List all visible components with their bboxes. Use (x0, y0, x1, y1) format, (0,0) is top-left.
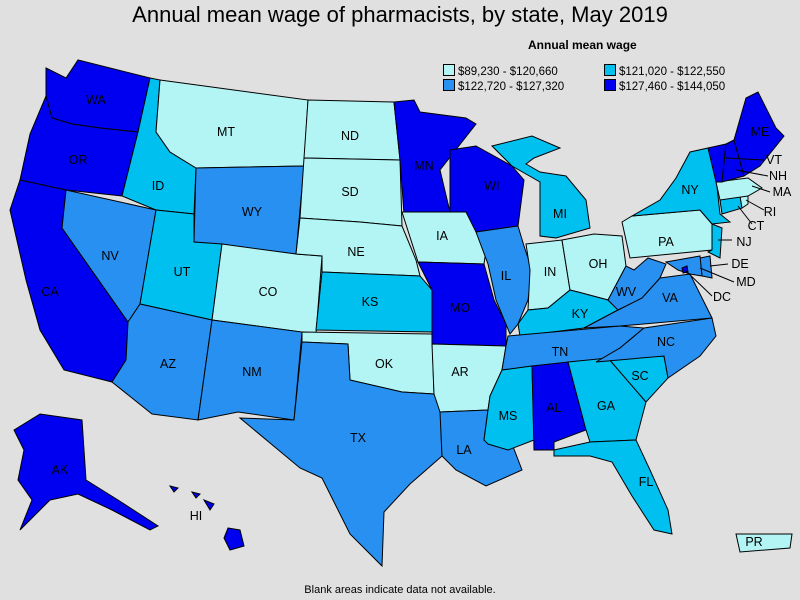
state-il[interactable] (475, 225, 533, 335)
leader-line-ri (745, 199, 765, 211)
legend-swatch (604, 64, 616, 76)
state-label-sd: SD (341, 185, 358, 199)
legend-title: Annual mean wage (528, 38, 637, 52)
state-label-tn: TN (552, 345, 569, 359)
state-label-il: IL (501, 269, 511, 283)
state-label-mi: MI (553, 207, 567, 221)
state-wv[interactable] (607, 257, 667, 311)
legend-item-bin-1: $121,020 - $122,550 (604, 64, 725, 78)
legend-swatch (604, 79, 616, 91)
state-label-ar: AR (451, 365, 468, 379)
state-label-ks: KS (362, 295, 379, 309)
state-label-ut: UT (174, 265, 191, 279)
state-label-oh: OH (589, 257, 608, 271)
state-mt[interactable] (155, 79, 309, 169)
leader-line-dc (684, 269, 713, 297)
state-label-or: OR (69, 153, 88, 167)
leader-line-de (709, 263, 729, 267)
state-fl[interactable] (553, 439, 673, 535)
state-pa[interactable] (621, 209, 713, 259)
state-label-ok: OK (375, 357, 394, 371)
state-md[interactable] (664, 255, 703, 277)
state-label-wv: WV (616, 285, 637, 299)
state-label-md: MD (736, 275, 755, 289)
state-label-az: AZ (160, 357, 176, 371)
state-mn[interactable] (393, 99, 477, 215)
leader-line-md (699, 267, 735, 283)
state-label-nm: NM (242, 365, 261, 379)
legend-label: $89,230 - $120,660 (458, 66, 558, 78)
state-co[interactable] (211, 243, 323, 335)
state-label-pa: PA (658, 235, 674, 249)
state-label-wi: WI (484, 179, 499, 193)
state-label-nv: NV (101, 249, 119, 263)
state-ma[interactable] (715, 177, 763, 201)
legend-label: $122,720 - $127,320 (458, 81, 565, 93)
state-label-ri: RI (764, 205, 777, 219)
state-label-mn: MN (414, 159, 433, 173)
state-ri[interactable] (739, 195, 749, 209)
state-nm[interactable] (197, 319, 303, 421)
legend-label: $127,460 - $144,050 (619, 81, 726, 93)
state-label-al: AL (546, 401, 561, 415)
state-label-nj: NJ (736, 235, 751, 249)
state-label-in: IN (544, 265, 557, 279)
footnote: Blank areas indicate data not available. (304, 584, 496, 596)
leader-line-vt (725, 157, 765, 161)
state-label-ca: CA (41, 285, 59, 299)
state-label-de: DE (731, 257, 748, 271)
state-label-nd: ND (341, 129, 359, 143)
map-title: Annual mean wage of pharmacists, by stat… (132, 2, 668, 27)
state-tx[interactable] (238, 341, 443, 568)
legend-item-bin-3: $127,460 - $144,050 (604, 79, 725, 93)
state-label-dc: DC (713, 290, 731, 304)
state-label-ma: MA (773, 185, 792, 199)
legend-item-bin-2: $122,720 - $127,320 (443, 79, 564, 93)
state-label-nc: NC (657, 335, 675, 349)
state-mi[interactable] (491, 135, 591, 239)
state-label-co: CO (259, 285, 278, 299)
legend-item-bin-0: $89,230 - $120,660 (443, 64, 558, 78)
legend-label: $121,020 - $122,550 (619, 66, 726, 78)
state-label-tx: TX (350, 431, 367, 445)
legend-swatch (443, 79, 455, 91)
state-label-hi: HI (190, 509, 203, 523)
state-label-nh: NH (769, 169, 787, 183)
state-label-wa: WA (86, 93, 106, 107)
state-label-sc: SC (631, 369, 648, 383)
state-nj[interactable] (706, 223, 723, 259)
state-pr[interactable] (735, 533, 793, 553)
leader-line-ct (737, 205, 753, 225)
state-nc[interactable] (595, 317, 717, 379)
state-label-wy: WY (242, 205, 263, 219)
legend-swatch (443, 64, 455, 76)
leader-line-ma (751, 185, 771, 193)
state-label-me: ME (751, 125, 770, 139)
state-label-ia: IA (436, 229, 448, 243)
state-hi[interactable] (168, 485, 245, 551)
state-label-ct: CT (748, 219, 765, 233)
state-label-ne: NE (347, 245, 364, 259)
state-label-pr: PR (745, 535, 762, 549)
state-ak[interactable] (13, 413, 160, 531)
state-label-vt: VT (766, 153, 782, 167)
state-label-ga: GA (597, 399, 616, 413)
state-label-id: ID (152, 179, 165, 193)
state-me[interactable] (733, 91, 785, 177)
state-label-va: VA (662, 291, 678, 305)
leader-line-nh (735, 169, 769, 177)
state-label-fl: FL (639, 475, 654, 489)
state-label-mo: MO (450, 301, 470, 315)
state-label-mt: MT (217, 125, 235, 139)
state-label-ak: AK (52, 463, 69, 477)
state-label-ms: MS (499, 409, 518, 423)
state-label-ny: NY (681, 183, 699, 197)
state-mo[interactable] (417, 261, 507, 347)
state-label-la: LA (456, 443, 472, 457)
state-label-ky: KY (572, 307, 589, 321)
